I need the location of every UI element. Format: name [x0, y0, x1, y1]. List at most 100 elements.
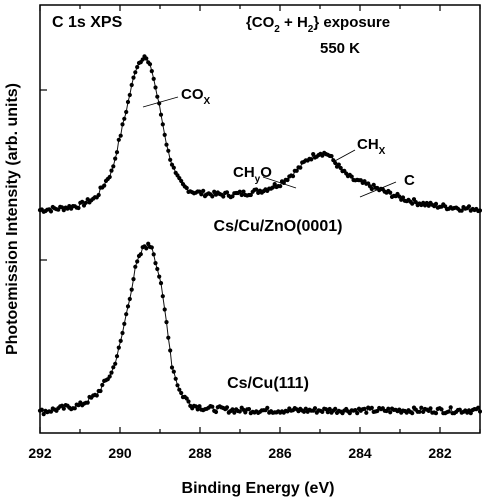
data-point: [243, 410, 248, 415]
data-point: [162, 132, 167, 137]
peak-annotations: COX CHyO CHX C: [142, 86, 415, 198]
data-point: [111, 365, 116, 370]
data-point: [107, 374, 112, 379]
data-point: [41, 412, 46, 417]
data-point: [166, 335, 171, 340]
data-point: [199, 192, 204, 197]
data-point: [135, 65, 140, 70]
data-point: [122, 116, 127, 121]
exposure-label: {CO2 + H2} exposure: [246, 14, 390, 35]
data-point: [72, 406, 77, 411]
data-point: [116, 345, 121, 350]
data-point: [61, 406, 66, 411]
plot-frame: [39, 4, 481, 434]
data-point: [107, 174, 112, 180]
data-point: [375, 408, 380, 414]
data-point: [171, 369, 176, 374]
x-tick-label: 290: [108, 445, 132, 461]
data-point: [433, 411, 439, 416]
data-point: [124, 312, 129, 317]
x-tick-label: 284: [348, 445, 372, 461]
data-point: [177, 387, 182, 392]
data-point: [113, 361, 118, 366]
data-point: [138, 252, 143, 257]
data-point: [131, 277, 136, 282]
data-point: [278, 184, 283, 189]
data-point: [298, 165, 303, 170]
data-point: [175, 383, 180, 388]
data-point: [325, 410, 330, 415]
data-point: [397, 194, 402, 199]
data-point: [265, 405, 270, 410]
data-point: [294, 168, 299, 173]
data-point: [160, 122, 165, 127]
data-point: [311, 152, 316, 157]
data-point: [301, 409, 307, 414]
data-point: [329, 154, 334, 159]
data-point: [184, 185, 189, 191]
data-point: [197, 404, 202, 409]
data-point: [241, 189, 246, 194]
data-point: [476, 405, 481, 410]
data-point: [285, 177, 290, 183]
data-point: [85, 197, 90, 202]
data-point: [195, 407, 200, 412]
data-point: [149, 69, 154, 74]
data-point: [157, 274, 162, 279]
data-point: [153, 85, 158, 90]
data-point: [125, 99, 131, 105]
data-point: [147, 62, 153, 67]
data-point: [98, 388, 103, 394]
data-point: [127, 296, 132, 302]
data-point: [349, 174, 354, 179]
data-point: [369, 405, 374, 410]
temperature-label: 550 K: [320, 40, 360, 57]
data-point: [100, 382, 105, 388]
data-point: [254, 187, 259, 192]
data-point: [186, 399, 191, 404]
data-point: [96, 192, 101, 198]
data-point: [168, 157, 173, 162]
data-point: [83, 200, 88, 205]
data-point: [433, 201, 439, 206]
data-point: [224, 405, 230, 410]
data-point: [312, 406, 318, 411]
data-point: [153, 261, 158, 266]
data-point: [122, 321, 127, 326]
data-point: [135, 259, 140, 264]
data-point: [355, 411, 360, 416]
data-point: [39, 407, 44, 412]
data-point: [160, 294, 165, 299]
data-point: [336, 162, 341, 167]
data-point: [144, 56, 149, 61]
data-point: [133, 70, 138, 75]
data-point: [221, 194, 226, 199]
annotation-chyo: CHyO: [233, 164, 272, 185]
data-point: [428, 406, 433, 411]
data-point: [397, 407, 402, 412]
x-tick-label: 288: [188, 445, 212, 461]
data-point: [116, 137, 121, 142]
series-cs-cu-zno: [37, 54, 482, 214]
data-point: [230, 194, 235, 199]
data-point: [109, 370, 114, 375]
data-point: [109, 168, 114, 173]
annotation-leader-c: [359, 181, 397, 198]
data-point: [210, 194, 215, 199]
data-point: [151, 252, 156, 257]
data-point: [419, 405, 424, 410]
data-point: [338, 165, 343, 171]
data-point: [353, 408, 358, 413]
data-point: [320, 409, 325, 414]
data-point: [369, 186, 374, 192]
data-point: [309, 157, 314, 162]
data-point: [477, 409, 482, 414]
data-point: [179, 390, 184, 396]
data-point: [439, 407, 444, 412]
data-point: [120, 330, 125, 336]
data-point: [179, 178, 184, 184]
data-point: [127, 92, 132, 98]
data-point: [164, 142, 169, 147]
data-point: [333, 160, 338, 166]
